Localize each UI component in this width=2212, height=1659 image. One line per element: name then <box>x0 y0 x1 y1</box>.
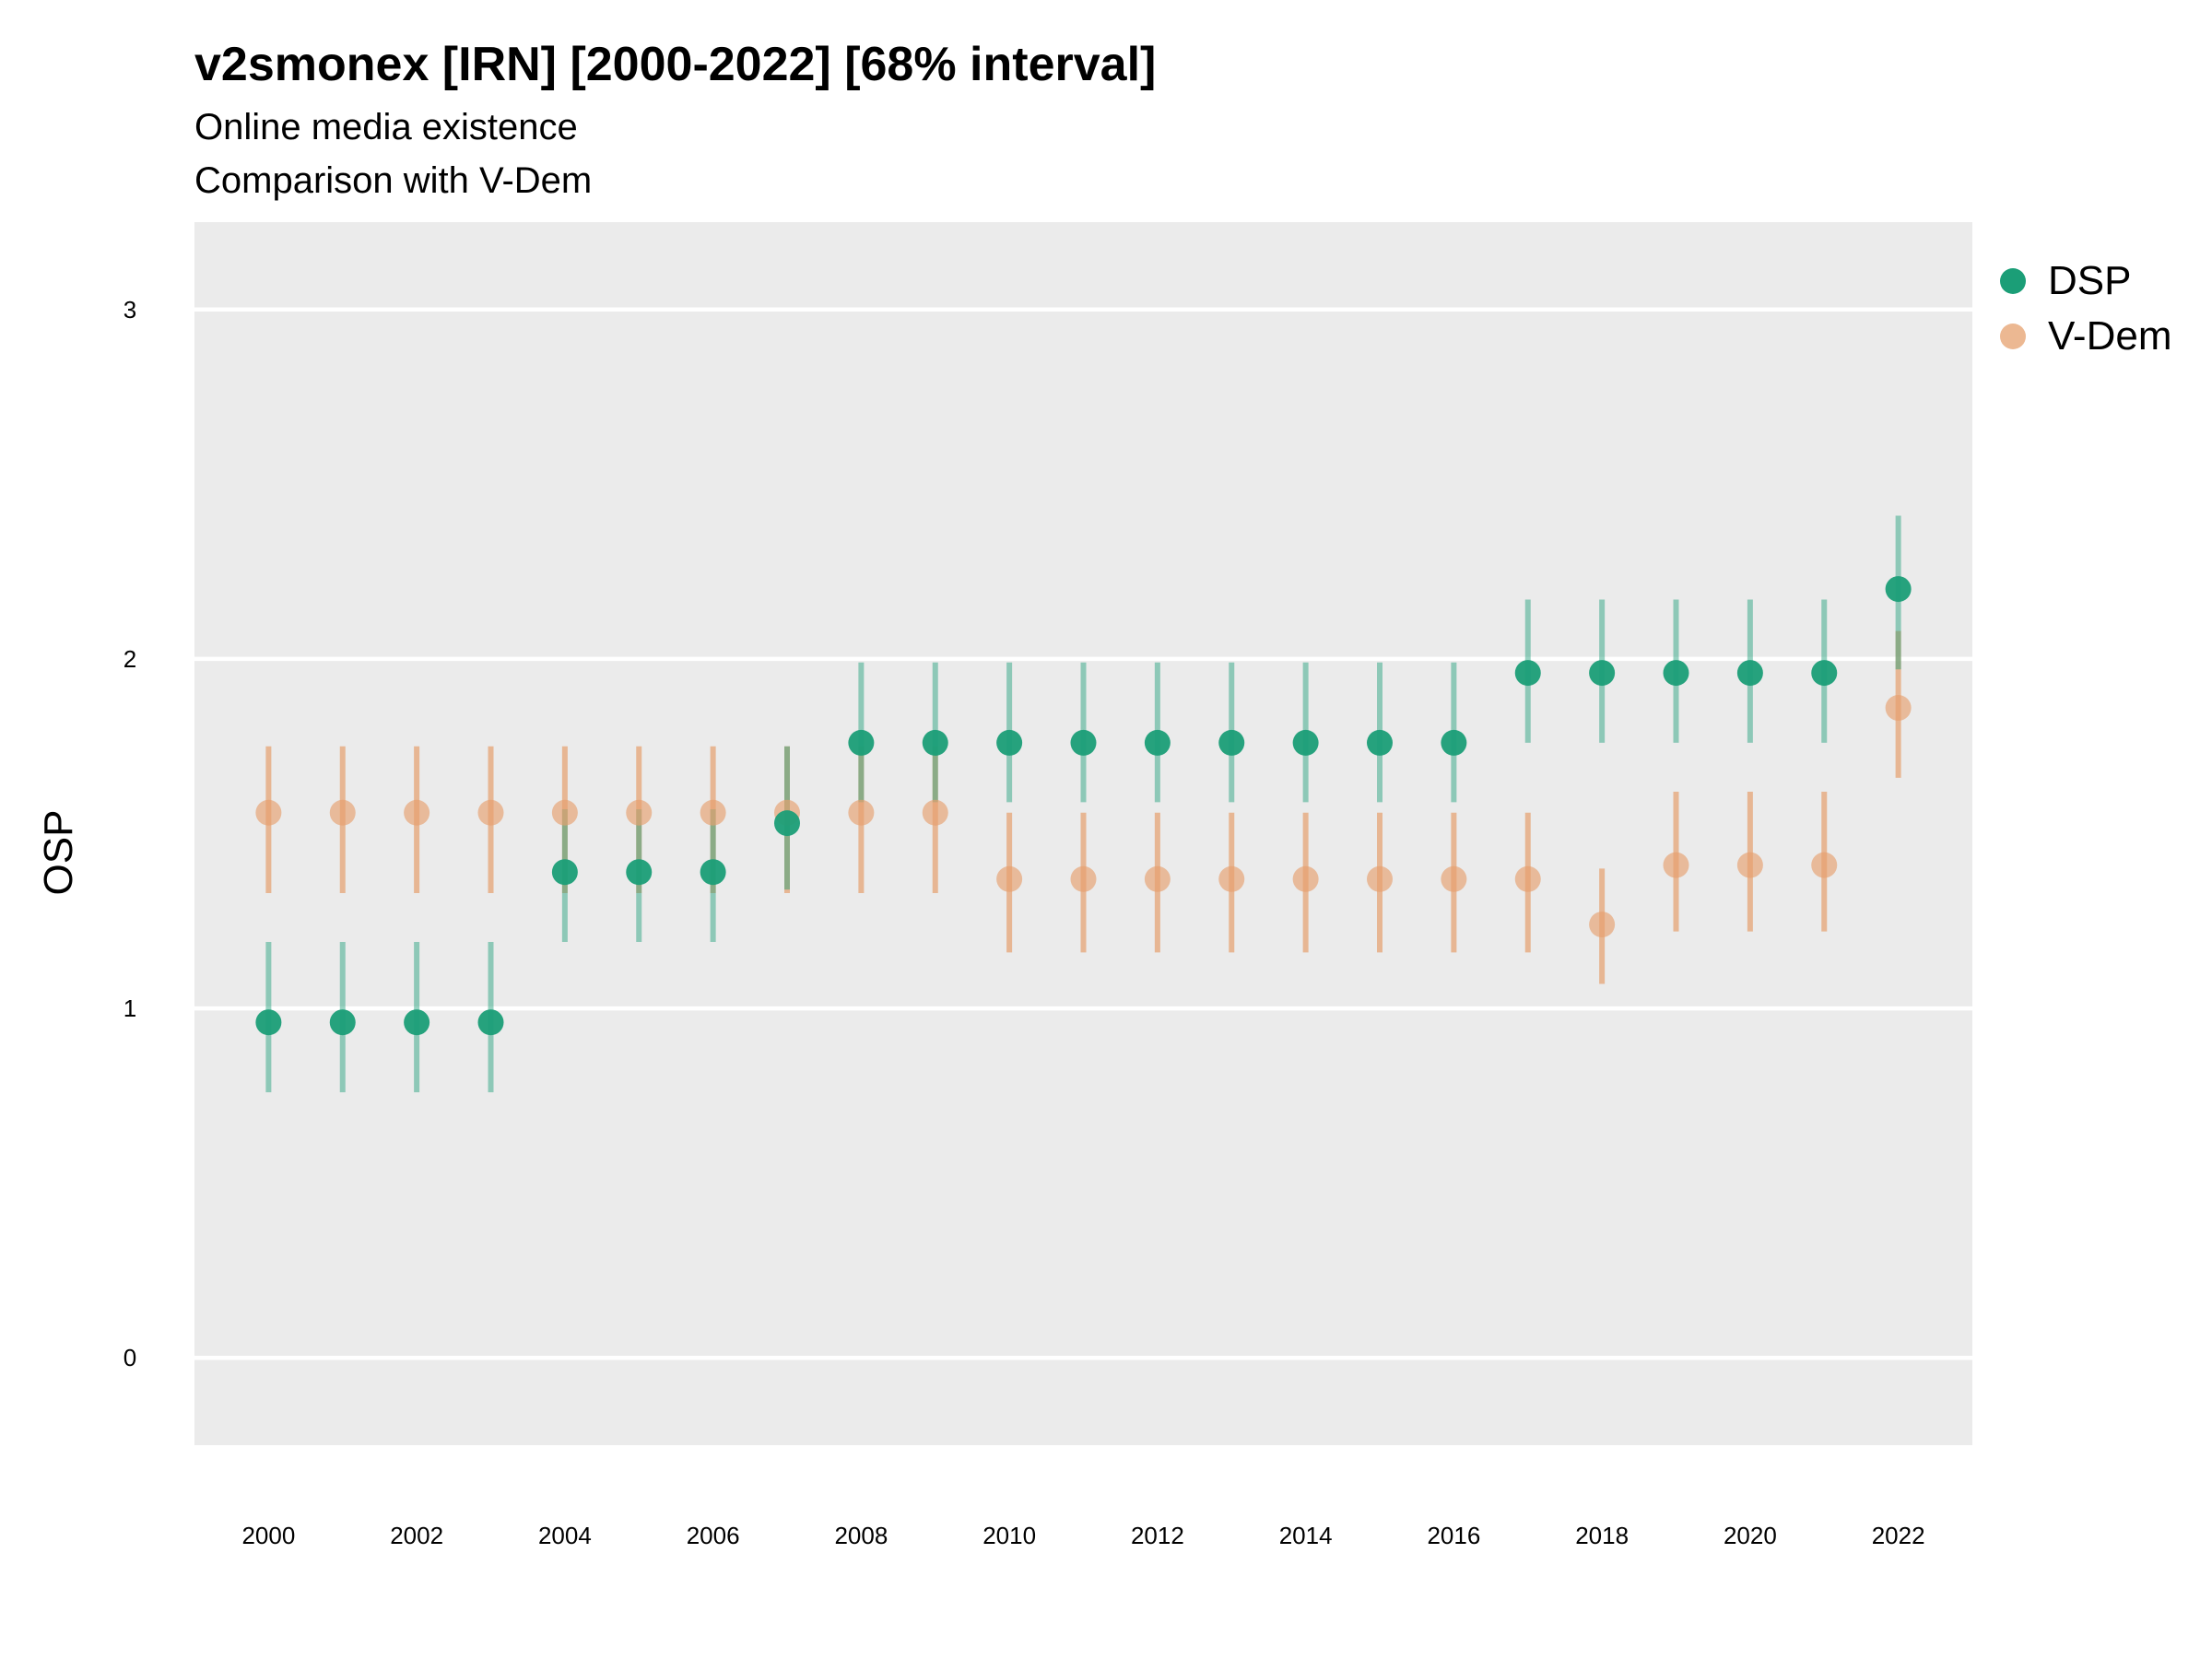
x-axis-ticks: 2000 2002 2004 2006 2008 2010 2012 2014 2016 2018… <box>241 1522 1924 1549</box>
point-dsp-2022 <box>1885 576 1912 603</box>
legend-marker-vdem <box>2000 324 2026 349</box>
point-dsp-2011 <box>1070 729 1097 756</box>
point-vdem-2002 <box>404 799 430 826</box>
x-tick-label-2012: 2012 <box>1131 1522 1184 1549</box>
legend-item-dsp: DSP <box>2000 253 2171 309</box>
point-vdem-2004 <box>551 799 578 826</box>
point-dsp-2000 <box>255 1009 282 1036</box>
y-tick-label-2: 2 <box>124 645 136 673</box>
point-dsp-2008 <box>848 729 875 756</box>
point-vdem-2012 <box>1144 865 1171 892</box>
point-dsp-2012 <box>1144 729 1171 756</box>
x-tick-label-2018: 2018 <box>1575 1522 1629 1549</box>
point-vdem-2020 <box>1736 852 1763 878</box>
legend-marker-dsp <box>2000 268 2026 294</box>
x-tick-label-2022: 2022 <box>1872 1522 1925 1549</box>
point-dsp-2014 <box>1292 729 1319 756</box>
point-dsp-2017 <box>1514 660 1541 687</box>
y-tick-label-1: 1 <box>124 994 136 1022</box>
point-vdem-2021 <box>1811 852 1838 878</box>
point-dsp-2003 <box>477 1009 504 1036</box>
point-vdem-2013 <box>1218 865 1245 892</box>
point-vdem-2011 <box>1070 865 1097 892</box>
point-vdem-2014 <box>1292 865 1319 892</box>
point-vdem-2003 <box>477 799 504 826</box>
point-vdem-2022 <box>1885 695 1912 722</box>
x-tick-label-2006: 2006 <box>687 1522 740 1549</box>
point-vdem-2005 <box>626 799 653 826</box>
x-tick-label-2008: 2008 <box>834 1522 888 1549</box>
point-dsp-2015 <box>1367 729 1393 756</box>
point-vdem-2015 <box>1367 865 1393 892</box>
y-axis-label: OSP <box>36 810 81 896</box>
point-dsp-2016 <box>1441 729 1467 756</box>
x-tick-label-2020: 2020 <box>1724 1522 1777 1549</box>
point-dsp-2018 <box>1589 660 1616 687</box>
point-dsp-2007 <box>774 810 800 837</box>
x-tick-label-2000: 2000 <box>241 1522 295 1549</box>
point-vdem-2010 <box>996 865 1023 892</box>
point-vdem-2006 <box>700 799 726 826</box>
chart-subtitle-line-1: Online media existence <box>194 107 578 147</box>
point-vdem-2000 <box>255 799 282 826</box>
point-vdem-2001 <box>329 799 356 826</box>
point-dsp-2005 <box>626 859 653 886</box>
data-points <box>255 576 1912 1036</box>
x-tick-label-2014: 2014 <box>1279 1522 1333 1549</box>
point-dsp-2020 <box>1736 660 1763 687</box>
point-vdem-2017 <box>1514 865 1541 892</box>
point-dsp-2006 <box>700 859 726 886</box>
x-tick-label-2004: 2004 <box>538 1522 592 1549</box>
legend-item-vdem: V-Dem <box>2000 309 2171 364</box>
point-dsp-2002 <box>404 1009 430 1036</box>
point-vdem-2008 <box>848 799 875 826</box>
point-vdem-2016 <box>1441 865 1467 892</box>
x-tick-label-2010: 2010 <box>982 1522 1036 1549</box>
point-vdem-2019 <box>1663 852 1689 878</box>
legend: DSP V-Dem <box>2000 253 2171 364</box>
y-tick-label-3: 3 <box>124 296 136 324</box>
point-dsp-2019 <box>1663 660 1689 687</box>
chart-title: v2smonex [IRN] [2000-2022] [68% interval… <box>194 38 1157 91</box>
point-dsp-2021 <box>1811 660 1838 687</box>
point-dsp-2013 <box>1218 729 1245 756</box>
point-dsp-2010 <box>996 729 1023 756</box>
point-dsp-2009 <box>922 729 948 756</box>
gridlines <box>153 307 1972 1360</box>
point-dsp-2001 <box>329 1009 356 1036</box>
chart-subtitle-line-2: Comparison with V-Dem <box>194 160 593 201</box>
point-dsp-2004 <box>551 859 578 886</box>
legend-label-dsp: DSP <box>2048 258 2132 303</box>
x-tick-label-2002: 2002 <box>390 1522 443 1549</box>
y-tick-label-0: 0 <box>124 1344 136 1371</box>
legend-label-vdem: V-Dem <box>2048 313 2172 359</box>
point-vdem-2009 <box>922 799 948 826</box>
point-vdem-2018 <box>1589 912 1616 938</box>
x-tick-label-2016: 2016 <box>1427 1522 1480 1549</box>
y-axis-ticks: 0 1 2 3 <box>124 296 136 1371</box>
